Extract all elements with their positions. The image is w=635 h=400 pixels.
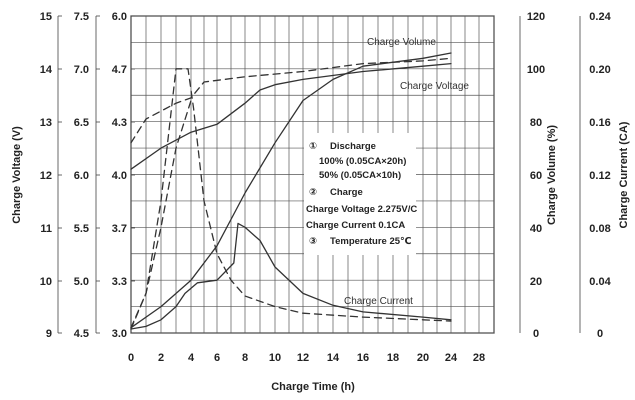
x-tick-label: 20 [417, 352, 429, 364]
charge-volume-tick-label: 120 [527, 11, 545, 23]
condition-marker-3: ③ [309, 236, 317, 247]
x-tick-label: 2 [158, 352, 164, 364]
charge-current-tick-label: 0.24 [589, 11, 611, 23]
charge-voltage-6v-tick-label: 5.5 [74, 223, 89, 235]
charge-voltage-6v-tick-label: 6.0 [74, 170, 89, 182]
conditions-box [304, 133, 416, 255]
charge-volume-tick-label: 0 [533, 328, 539, 340]
plot-grid [130, 15, 495, 334]
series-charge-voltage-50 [130, 57, 452, 144]
condition-charge-title: Charge [330, 187, 363, 198]
charge-voltage-4v-tick-label: 4.7 [112, 64, 127, 76]
x-tick-label: 4 [188, 352, 195, 364]
x-tick-label: 12 [297, 352, 309, 364]
x-tick-label: 8 [242, 352, 248, 364]
condition-discharge-50: 50% (0.05CA×10h) [319, 170, 401, 181]
charge-voltage-12v-tick-label: 10 [40, 276, 52, 288]
series-charge-current-100 [130, 222, 452, 330]
charge-voltage-4v-tick-label: 4.0 [112, 170, 127, 182]
x-tick-label: 24 [445, 352, 458, 364]
charge-current-axis-title: Charge Current (CA) [618, 121, 630, 228]
charge-voltage-6v-tick-label: 7.0 [74, 64, 89, 76]
charge-voltage-4v-tick-label: 3.0 [112, 328, 127, 340]
charge-current-tick-label: 0 [597, 328, 603, 340]
x-tick-label: 6 [214, 352, 220, 364]
annotation-charge-current: Charge Current [344, 296, 413, 307]
charge-voltage-axis-title: Charge Voltage (V) [11, 126, 23, 224]
condition-temperature-text: Temperature 25℃ [330, 236, 412, 247]
condition-discharge-title: Discharge [330, 141, 376, 152]
charge-voltage-6v-tick-label: 7.5 [74, 11, 89, 23]
condition-marker-2: ② [309, 187, 317, 198]
x-tick-label: 16 [357, 352, 369, 364]
charge-voltage-12v-tick-label: 14 [40, 64, 53, 76]
charge-voltage-6v-tick-label: 6.5 [74, 117, 89, 129]
charge-voltage-6v-tick-label: 4.5 [74, 328, 89, 340]
series-charge-current-50 [130, 68, 452, 330]
x-tick-label: 18 [387, 352, 399, 364]
condition-charge-voltage: Charge Voltage 2.275V/C [306, 204, 417, 215]
x-tick-label: 14 [327, 352, 340, 364]
charge-current-tick-label: 0.12 [589, 170, 610, 182]
charge-volume-tick-label: 100 [527, 64, 545, 76]
charge-volume-tick-label: 80 [530, 117, 542, 129]
charge-volume-tick-label: 20 [530, 276, 542, 288]
charge-voltage-4v-tick-label: 3.3 [112, 276, 127, 288]
series-charge-voltage-100 [130, 62, 452, 170]
charge-voltage-12v-tick-label: 9 [46, 328, 52, 340]
condition-marker-1: ① [309, 141, 317, 152]
annotation-charge-volume: Charge Volume [367, 37, 436, 48]
charge-volume-tick-label: 60 [530, 170, 542, 182]
charge-voltage-12v-tick-label: 13 [40, 117, 52, 129]
x-tick-label: 10 [269, 352, 281, 364]
condition-temperature: ③ Temperature 25℃ [309, 236, 412, 247]
charge-voltage-12v-tick-label: 11 [40, 223, 52, 235]
charge-current-tick-label: 0.04 [589, 276, 611, 288]
charge-volume-tick-label: 40 [530, 223, 542, 235]
charge-voltage-12v-tick-label: 12 [40, 170, 52, 182]
charge-voltage-4v-tick-label: 3.7 [112, 223, 127, 235]
x-tick-label: 28 [473, 352, 485, 364]
annotation-charge-voltage: Charge Voltage [400, 81, 469, 92]
charge-voltage-6v-tick-label: 5.0 [74, 276, 89, 288]
charge-voltage-12v-tick-label: 15 [40, 11, 52, 23]
charge-current-tick-label: 0.16 [589, 117, 610, 129]
condition-charge: ② Charge Charge Voltage 2.275V/C Charge … [306, 187, 417, 231]
condition-charge-current: Charge Current 0.1CA [306, 220, 405, 231]
series-charge-volume-100 [130, 52, 452, 329]
charge-current-tick-label: 0.08 [589, 223, 610, 235]
charge-current-tick-label: 0.20 [589, 64, 610, 76]
charge-voltage-4v-tick-label: 6.0 [112, 11, 127, 23]
x-axis-title: Charge Time (h) [271, 381, 355, 393]
x-tick-label: 0 [128, 352, 134, 364]
charge-volume-axis-title: Charge Volume (%) [546, 125, 558, 225]
condition-discharge: ① Discharge 100% (0.05CA×20h) 50% (0.05C… [309, 141, 406, 181]
condition-discharge-100: 100% (0.05CA×20h) [319, 156, 406, 167]
charge-voltage-4v-tick-label: 4.3 [112, 117, 127, 129]
chart-series [130, 52, 452, 330]
